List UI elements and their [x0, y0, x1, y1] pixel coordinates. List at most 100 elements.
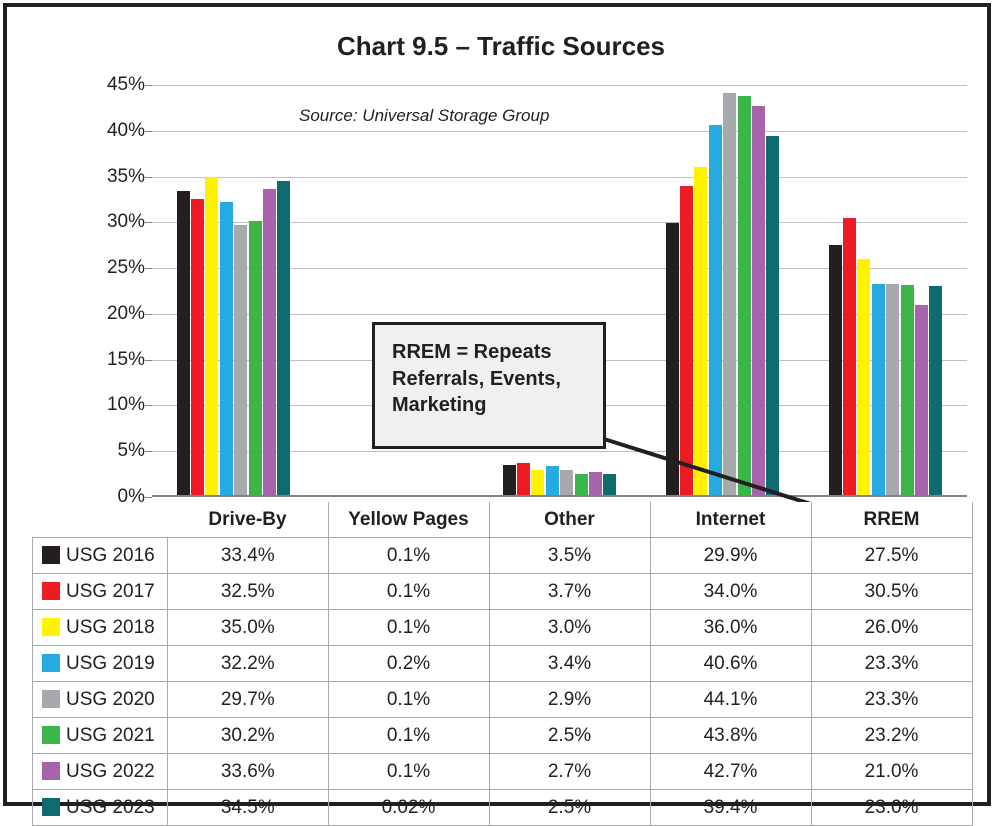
legend-label: USG 2018 [66, 616, 155, 638]
table-cell-value: 30.5% [810, 573, 973, 610]
legend-label: USG 2022 [66, 760, 155, 782]
table-column-header: Yellow Pages [328, 502, 490, 538]
table-cell-value: 3.4% [488, 645, 651, 682]
y-axis-tick-label: 15% [106, 348, 145, 370]
bar-group [804, 85, 967, 497]
table-head: Drive-By Yellow Pages Other Internet RREM [32, 502, 973, 538]
bar [603, 474, 617, 497]
table-body: USG 2016 33.4% 0.1% 3.5% 29.9% 27.5% USG 2017 3… [32, 537, 973, 826]
y-axis-tick-mark [145, 405, 152, 407]
table-cell-value: 39.4% [649, 789, 812, 826]
bar [723, 93, 737, 497]
gridline [152, 176, 967, 178]
bar [502, 464, 516, 497]
legend-swatch-icon [42, 725, 60, 744]
legend-label: USG 2016 [66, 544, 155, 566]
chart-frame: Chart 9.5 – Traffic Sources 0% 5% 10% 15% 20… [3, 3, 991, 826]
table-cell-value: 0.1% [327, 717, 490, 754]
data-table: Drive-By Yellow Pages Other Internet RREM US… [32, 502, 973, 826]
gridline [152, 130, 967, 132]
y-axis-tick-label: 5% [117, 440, 145, 462]
table-cell-value: 21.0% [810, 753, 973, 790]
y-axis-tick-label: 35% [106, 165, 145, 187]
table-cell-value: 42.7% [649, 753, 812, 790]
legend-entry: USG 2022 [32, 753, 168, 790]
legend-entry: USG 2023 [32, 789, 168, 826]
table-cell-value: 35.0% [167, 609, 329, 646]
gridline [152, 85, 967, 86]
bar [205, 176, 219, 497]
table-cell-value: 0.1% [327, 537, 490, 574]
y-axis-tick-label: 20% [106, 302, 145, 324]
table-cell-value: 0.02% [327, 789, 490, 826]
bar [886, 283, 900, 497]
callout-line-1: RREM = Repeats [392, 341, 552, 363]
table-cell-value: 30.2% [167, 717, 329, 754]
legend-label: USG 2019 [66, 652, 155, 674]
bar-group [641, 85, 804, 497]
bar-group [152, 85, 315, 497]
table-row: USG 2022 33.6% 0.1% 2.7% 42.7% 21.0% [32, 753, 973, 790]
y-axis-tick-label: 10% [106, 394, 145, 416]
legend-entry: USG 2021 [32, 717, 168, 754]
gridline [152, 313, 967, 315]
table-cell-value: 33.4% [167, 537, 329, 574]
table-cell-value: 0.2% [327, 645, 490, 682]
bar [560, 470, 574, 497]
table-row: USG 2023 34.5% 0.02% 2.5% 39.4% 23.0% [32, 789, 973, 826]
table-cell-value: 0.1% [327, 609, 490, 646]
legend-entry: USG 2017 [32, 573, 168, 610]
table-cell-value: 0.1% [327, 753, 490, 790]
bar [679, 185, 694, 497]
bar-group [478, 85, 641, 497]
y-axis-tick-mark [145, 176, 152, 178]
bar [190, 199, 205, 497]
y-axis-tick-mark [145, 497, 152, 498]
bar [277, 181, 291, 497]
bar [766, 136, 780, 497]
table-cell-value: 27.5% [810, 537, 973, 574]
y-axis-tick-mark [145, 313, 152, 315]
table-row: USG 2021 30.2% 0.1% 2.5% 43.8% 23.2% [32, 717, 973, 754]
bar [857, 258, 871, 497]
table-column-header: Drive-By [167, 502, 329, 538]
table-row: USG 2020 29.7% 0.1% 2.9% 44.1% 23.3% [32, 681, 973, 718]
legend-entry: USG 2018 [32, 609, 168, 646]
table-cell-value: 0.1% [327, 573, 490, 610]
bar [545, 465, 559, 497]
legend-label: USG 2023 [66, 796, 155, 818]
table-cell-value: 36.0% [649, 609, 812, 646]
table-cell-value: 33.6% [167, 753, 329, 790]
bar [694, 167, 708, 497]
bar [751, 106, 766, 497]
bar [914, 304, 929, 497]
chart-title: Chart 9.5 – Traffic Sources [336, 31, 666, 61]
table-row: USG 2016 33.4% 0.1% 3.5% 29.9% 27.5% [32, 537, 973, 574]
table-cell-value: 2.5% [488, 717, 651, 754]
callout-line-3: Marketing [392, 394, 487, 417]
table-cell-value: 3.5% [488, 537, 651, 574]
callout-line-2: Referrals, Events, [392, 367, 561, 390]
table-cell-value: 40.6% [649, 645, 812, 682]
y-axis-tick-mark [145, 222, 152, 224]
table-cell-value: 29.7% [167, 681, 329, 718]
y-axis-tick-label: 30% [106, 211, 145, 233]
table-cell-value: 2.9% [488, 681, 651, 718]
legend-swatch-icon [42, 617, 60, 636]
y-axis-tick-label: 45% [106, 74, 145, 95]
table-cell-value: 34.5% [167, 789, 329, 826]
y-axis-tick-mark [145, 359, 152, 361]
table-cell-value: 3.7% [488, 573, 651, 610]
legend-entry: USG 2019 [32, 645, 168, 682]
rrem-callout: RREM = Repeats Referrals, Events, Market… [372, 322, 606, 449]
gridline [152, 222, 967, 224]
legend-label: USG 2021 [66, 724, 155, 746]
legend-label: USG 2020 [66, 688, 155, 710]
table-cell-value: 32.5% [167, 573, 329, 610]
table-cell-value: 32.2% [167, 645, 329, 682]
bar [828, 245, 842, 497]
y-axis-tick-label: 40% [106, 119, 145, 141]
legend-swatch-icon [42, 761, 60, 780]
table-cell-value: 2.7% [488, 753, 651, 790]
table-cell-value: 29.9% [649, 537, 812, 574]
